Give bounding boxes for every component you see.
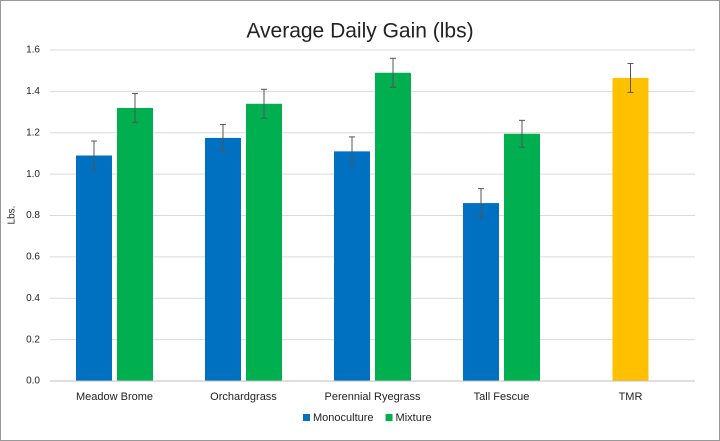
y-tick-label: 1.0: [26, 169, 40, 180]
error-bar: [220, 123, 226, 152]
x-tick-label: TMR: [619, 391, 643, 403]
x-tick-label: Tall Fescue: [474, 391, 530, 403]
bar: [375, 72, 411, 381]
bar: [463, 203, 499, 381]
legend-label: Mixture: [396, 412, 432, 424]
y-tick-label: 0.6: [26, 252, 40, 263]
error-bar: [349, 136, 355, 167]
x-tick-label: Perennial Ryegrass: [325, 391, 421, 403]
error-bar: [132, 92, 138, 123]
error-bar: [519, 119, 525, 148]
bar: [117, 107, 153, 382]
error-bar: [390, 57, 396, 88]
y-tick-label: 1.4: [26, 86, 40, 97]
chart-title: Average Daily Gain (lbs): [246, 20, 473, 43]
error-bar: [627, 62, 634, 93]
error-bar: [261, 88, 267, 119]
bar: [504, 133, 540, 381]
y-tick-label: 0.8: [26, 210, 40, 221]
y-tick-label: 0.2: [26, 334, 40, 345]
bar: [612, 77, 649, 381]
error-bar: [478, 188, 484, 219]
legend-swatch: [303, 414, 310, 421]
y-tick-label: 0.4: [26, 293, 40, 304]
bar: [76, 155, 112, 381]
y-axis-label: Lbs.: [7, 206, 18, 225]
bar: [205, 137, 241, 381]
bar: [246, 103, 282, 381]
legend-label: Monoculture: [313, 412, 374, 424]
x-tick-label: Orchardgrass: [210, 391, 277, 403]
bar: [334, 151, 370, 381]
legend-swatch: [385, 414, 393, 421]
x-tick-label: Meadow Brome: [76, 391, 153, 403]
y-tick-label: 1.2: [26, 127, 40, 138]
y-tick-label: 0.0: [26, 376, 40, 387]
error-bar: [91, 140, 97, 171]
y-tick-label: 1.6: [26, 45, 40, 56]
